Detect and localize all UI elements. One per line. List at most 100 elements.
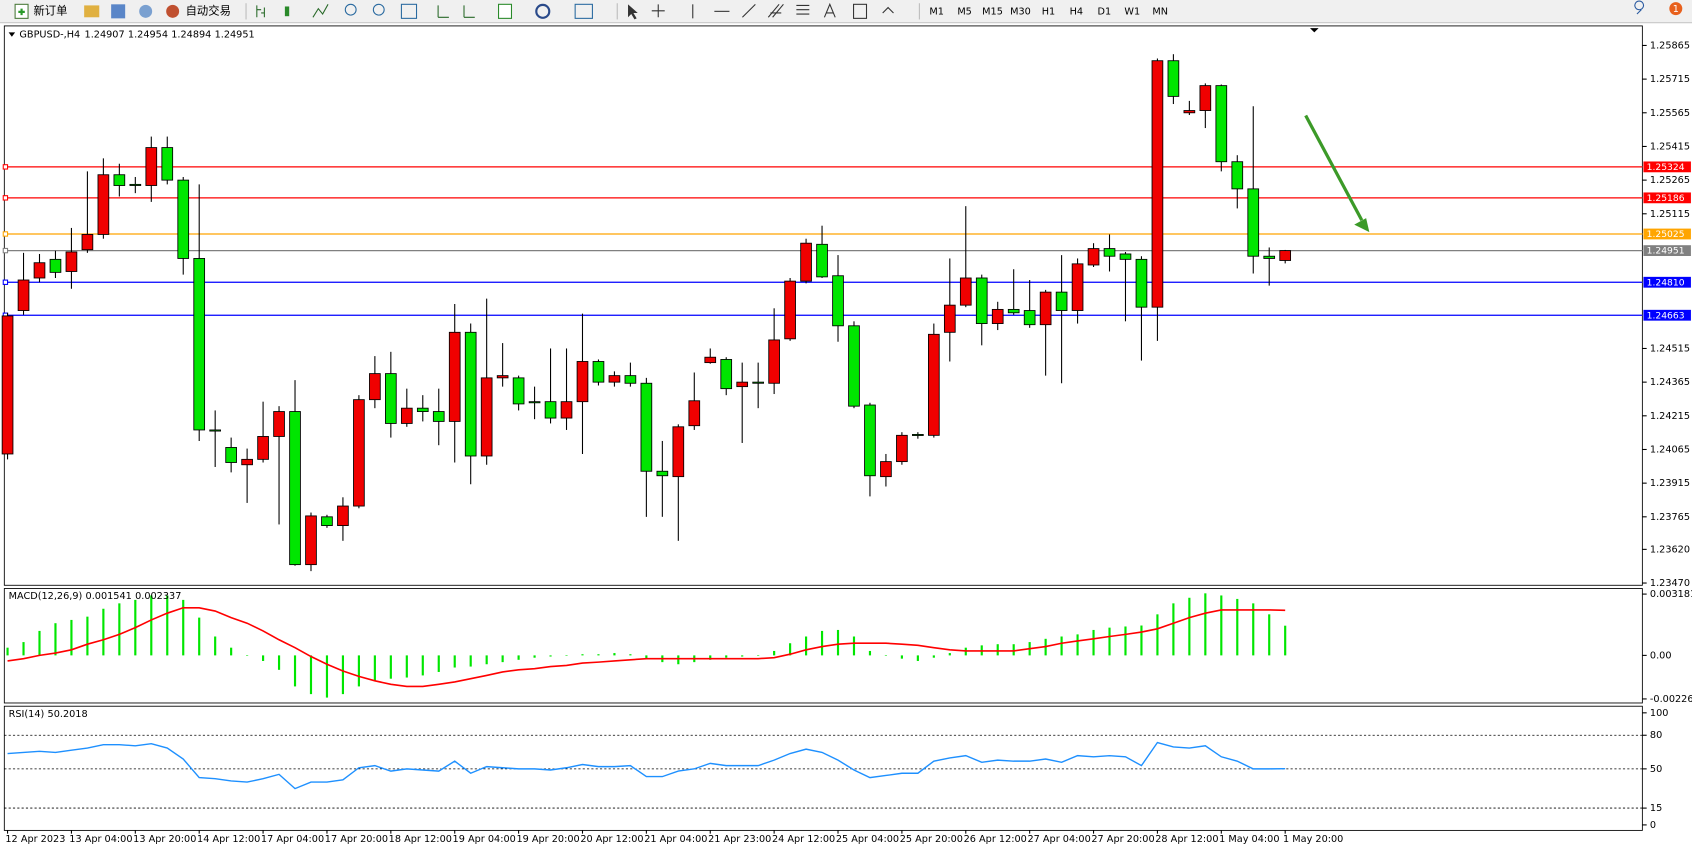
x-tick-label: 26 Apr 12:00: [964, 834, 1027, 845]
crosshair-tool[interactable]: [651, 4, 665, 18]
x-tick-label: 17 Apr 20:00: [325, 834, 388, 845]
price-level-label: 1.24951: [1647, 246, 1685, 257]
candle-body: [209, 429, 221, 432]
zoom-in-tool[interactable]: [344, 3, 357, 16]
template-tool[interactable]: [574, 3, 593, 19]
price-level-tag: [1643, 276, 1691, 288]
scroll-tool[interactable]: [437, 5, 449, 18]
macd-bar: [485, 655, 488, 665]
timeframe-button[interactable]: M1: [929, 6, 944, 17]
macd-bar: [789, 643, 792, 656]
macd-bar: [1140, 625, 1143, 656]
price-level-handle[interactable]: [2, 231, 9, 237]
shift-tool[interactable]: [463, 5, 475, 18]
arrows-tool[interactable]: [882, 6, 894, 14]
notification-badge[interactable]: 1: [1669, 2, 1683, 15]
timeframe-buttons: M1 M5 M15 M30 H1 H4 D1 W1 MN: [929, 6, 1168, 17]
y-tick-label: 1.23915: [1650, 478, 1690, 489]
candle-body: [113, 174, 126, 186]
candle-body: [81, 234, 94, 251]
timeframe-button[interactable]: H1: [1042, 6, 1055, 17]
rsi-line: [7, 741, 1286, 790]
search-button[interactable]: [1634, 0, 1645, 15]
bar-chart-tool[interactable]: [256, 5, 265, 18]
signal-current: 0.002337: [135, 591, 181, 602]
candle-body: [832, 275, 844, 327]
price-level-handle[interactable]: [2, 247, 9, 254]
candle-body: [49, 258, 62, 273]
candle-body: [896, 434, 908, 463]
y-tick-label: 1.25565: [1650, 108, 1690, 119]
timeframe-button[interactable]: M15: [982, 6, 1003, 17]
line-chart-tool[interactable]: [312, 4, 329, 18]
candle-body: [704, 356, 717, 364]
candle-body: [943, 304, 956, 333]
header-high: 1.24954: [128, 30, 168, 41]
channel-tool[interactable]: [767, 3, 784, 18]
candle-body: [321, 516, 333, 527]
candle-body: [1279, 250, 1292, 261]
tile-tool[interactable]: [400, 3, 418, 19]
macd-bar: [214, 636, 217, 656]
x-tick-label: 27 Apr 04:00: [1028, 834, 1091, 845]
macd-bar: [1108, 627, 1111, 656]
timeframe-label: D1: [1098, 6, 1112, 17]
x-tick-label: 1 May 04:00: [1219, 834, 1279, 845]
period-tool[interactable]: [535, 3, 551, 19]
timeframe-button[interactable]: W1: [1124, 6, 1140, 17]
y-tick-label: 1.25415: [1650, 141, 1690, 152]
chart-background: [0, 23, 1692, 852]
cursor-tool[interactable]: [628, 4, 638, 20]
macd-bar: [54, 623, 57, 656]
macd-bar: [932, 655, 935, 658]
candle-body: [640, 382, 653, 472]
macd-bar: [1076, 634, 1079, 656]
price-level-handle[interactable]: [2, 164, 9, 170]
zoom-out-tool[interactable]: [372, 3, 385, 16]
candle-body: [1151, 60, 1164, 308]
rsi-panel-frame: [3, 705, 1643, 831]
auto-trading-button[interactable]: 自动交易: [166, 3, 231, 18]
timeframe-button[interactable]: M30: [1010, 6, 1031, 17]
tool-icon[interactable]: [139, 4, 153, 18]
price-level-handle[interactable]: [2, 195, 9, 201]
candle-body: [608, 375, 621, 383]
candle-body: [928, 333, 940, 436]
macd-bar: [645, 655, 648, 659]
indicator-tool[interactable]: [497, 3, 513, 19]
candle-body: [1231, 161, 1244, 190]
timeframe-label: MN: [1152, 6, 1168, 17]
trendline-tool[interactable]: [742, 3, 756, 18]
fibo-tool[interactable]: [796, 4, 810, 15]
macd-bar: [1124, 626, 1127, 656]
tool-icon[interactable]: [111, 4, 126, 19]
price-level-handle[interactable]: [2, 279, 9, 285]
candle-body: [241, 458, 253, 466]
label-tool[interactable]: [853, 3, 868, 19]
candle-body: [880, 461, 892, 478]
new-order-button[interactable]: 新订单: [14, 3, 67, 19]
macd-bar: [198, 617, 201, 656]
candle-body: [432, 411, 445, 422]
candle-body: [784, 280, 796, 340]
macd-bar: [1092, 629, 1095, 656]
candle-body: [1071, 263, 1084, 311]
text-tool[interactable]: [823, 2, 836, 18]
candle-body: [1023, 310, 1036, 326]
timeframe-button[interactable]: H4: [1070, 6, 1083, 17]
price-panel-frame: [3, 25, 1643, 586]
rsi-current: 50.2018: [48, 709, 88, 720]
macd-bar: [900, 655, 903, 659]
candle-chart-tool[interactable]: [284, 6, 290, 17]
macd-bar: [6, 647, 9, 656]
x-tick-label: 19 Apr 20:00: [516, 834, 579, 845]
macd-bar: [868, 650, 872, 656]
toolbar-background: [0, 0, 1692, 23]
y-tick-label: 1.23620: [1650, 544, 1690, 555]
tool-icon[interactable]: [84, 5, 100, 18]
timeframe-button[interactable]: M5: [957, 6, 972, 17]
candle-body: [416, 407, 429, 412]
timeframe-button[interactable]: MN: [1152, 6, 1168, 17]
timeframe-button[interactable]: D1: [1098, 6, 1112, 17]
